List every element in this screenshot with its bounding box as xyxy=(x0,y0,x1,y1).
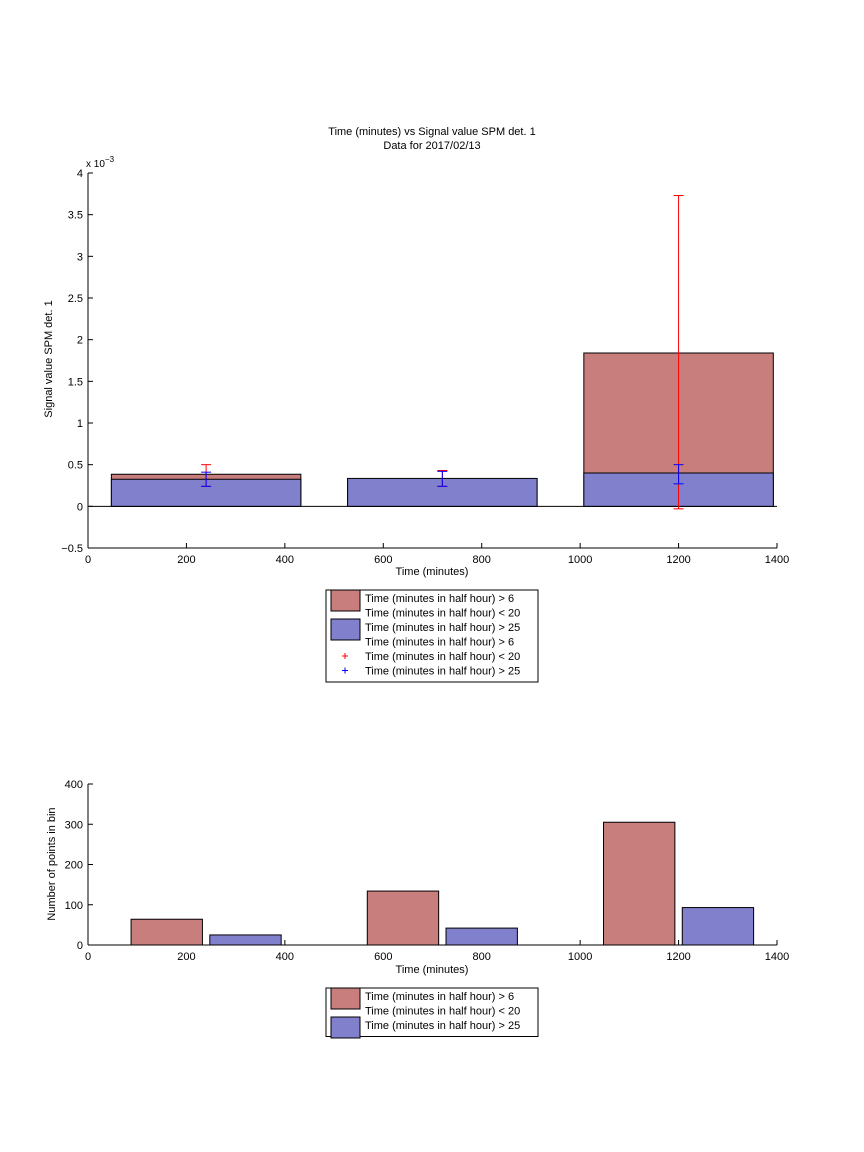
top-chart-y-tick-label: 1.5 xyxy=(68,376,83,388)
bottom-chart-bar-series1 xyxy=(603,821,676,946)
top-chart-legend-label: Time (minutes in half hour) > 6 xyxy=(365,593,514,605)
top-chart-x-tick-label: 1000 xyxy=(568,554,592,566)
bottom-chart: 0 200 400 600 800 1000 1200 1400 0 100 200 300 400 xyxy=(65,779,790,963)
bottom-chart-y-tick-label: 300 xyxy=(65,819,83,831)
top-chart-x-tick-label: 400 xyxy=(276,554,294,566)
top-chart-legend-label: Time (minutes in half hour) > 25 xyxy=(365,666,520,678)
top-chart-legend-label: Time (minutes in half hour) > 6 xyxy=(365,637,514,649)
top-chart-x-tick-label: 600 xyxy=(374,554,392,566)
bottom-chart-ylabel: Number of points in bin xyxy=(46,807,58,920)
bottom-chart-x-tick-label: 800 xyxy=(473,951,491,963)
top-chart-y-tick-label: 3.5 xyxy=(68,210,83,222)
bottom-chart-bar-series2 xyxy=(445,927,518,946)
top-chart-legend-swatch xyxy=(330,618,361,641)
bottom-chart-xlabel: Time (minutes) xyxy=(396,964,469,976)
bottom-chart-x-tick-label: 600 xyxy=(374,951,392,963)
top-chart-legend-label: Time (minutes in half hour) > 25 xyxy=(365,622,520,634)
top-chart-exponent: x 10−3 xyxy=(86,155,115,170)
bottom-chart-legend-swatch xyxy=(330,1016,361,1039)
top-chart: 0 200 400 600 800 1000 1200 1400−0.500.511.522.… xyxy=(61,168,789,566)
bottom-chart-legend-label: Time (minutes in half hour) > 6 xyxy=(365,991,514,1003)
bottom-chart-bar-series2 xyxy=(209,934,282,946)
bottom-chart-y-tick-label: 400 xyxy=(65,779,83,791)
top-chart-x-tick-label: 1200 xyxy=(666,554,690,566)
top-chart-y-tick-label: 0 xyxy=(77,501,83,513)
top-chart-x-tick-label: 200 xyxy=(177,554,195,566)
top-chart-x-tick-label: 0 xyxy=(85,554,91,566)
top-chart-y-tick-label: 3 xyxy=(77,251,83,263)
top-chart-y-tick-label: −0.5 xyxy=(61,543,83,555)
bottom-chart-x-tick-label: 200 xyxy=(177,951,195,963)
bottom-chart-y-tick-label: 100 xyxy=(65,900,83,912)
top-chart-y-tick-label: 1 xyxy=(77,418,83,430)
top-chart-y-tick-label: 4 xyxy=(77,168,83,180)
top-chart-y-tick-label: 2 xyxy=(77,335,83,347)
bottom-chart-x-tick-label: 0 xyxy=(85,951,91,963)
top-chart-legend-swatch xyxy=(330,589,361,612)
top-chart-legend-label: Time (minutes in half hour) < 20 xyxy=(365,608,520,620)
top-chart-legend: Time (minutes in half hour) > 6 Time (min… xyxy=(325,589,539,683)
bottom-chart-bar-series1 xyxy=(366,890,440,946)
bottom-chart-x-tick-label: 400 xyxy=(276,951,294,963)
bottom-chart-x-tick-label: 1400 xyxy=(765,951,789,963)
bottom-chart-x-tick-label: 1000 xyxy=(568,951,592,963)
bottom-chart-legend-box xyxy=(325,987,539,1037)
bottom-chart-y-tick-label: 0 xyxy=(77,940,83,952)
bottom-chart-legend-label: Time (minutes in half hour) < 20 xyxy=(365,1006,520,1018)
top-chart-legend-label: Time (minutes in half hour) < 20 xyxy=(365,651,520,663)
top-chart-x-tick-label: 800 xyxy=(473,554,491,566)
top-chart-subtitle: Data for 2017/02/13 xyxy=(383,140,480,152)
top-chart-y-tick-label: 2.5 xyxy=(68,293,83,305)
bottom-chart-bar-series1 xyxy=(130,918,203,946)
top-chart-y-tick-label: 0.5 xyxy=(68,460,83,472)
bottom-chart-x-tick-label: 1200 xyxy=(666,951,690,963)
top-chart-ylabel: Signal value SPM det. 1 xyxy=(43,300,55,417)
bottom-chart-y-tick-label: 200 xyxy=(65,860,83,872)
bottom-chart-legend-label: Time (minutes in half hour) > 25 xyxy=(365,1020,520,1032)
top-chart-x-tick-label: 1400 xyxy=(765,554,789,566)
top-chart-xlabel: Time (minutes) xyxy=(396,566,469,578)
bottom-chart-legend-swatch xyxy=(330,987,361,1010)
top-chart-exponent-power: −3 xyxy=(105,155,115,164)
bottom-chart-bar-series2 xyxy=(681,907,755,946)
top-chart-legend-box xyxy=(325,589,539,683)
top-chart-title: Time (minutes) vs Signal value SPM det. … xyxy=(328,126,535,138)
bottom-chart-legend: Time (minutes in half hour) > 6 Time (min… xyxy=(325,987,539,1039)
top-chart-exponent-base: x 10 xyxy=(86,159,105,170)
